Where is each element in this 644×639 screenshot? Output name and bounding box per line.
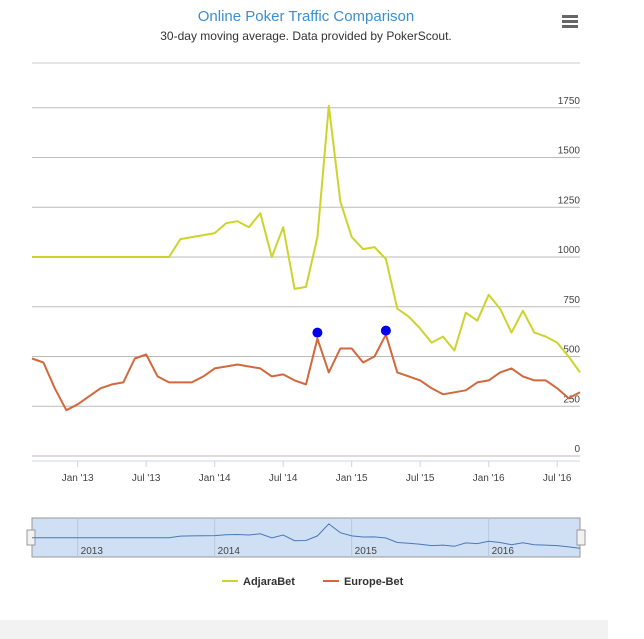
- x-tick-label: Jan '13: [62, 473, 94, 484]
- menu-icon-bar: [562, 20, 578, 23]
- navigator-tick-label: 2016: [492, 546, 515, 557]
- y-tick-label: 0: [574, 444, 580, 455]
- y-tick-label: 500: [563, 345, 580, 356]
- y-tick-label: 1500: [558, 146, 581, 157]
- x-tick-label: Jan '16: [473, 473, 505, 484]
- menu-button[interactable]: [558, 10, 582, 34]
- y-tick-label: 1750: [558, 96, 581, 107]
- flag-marker: [312, 327, 323, 338]
- navigator-tick-label: 2013: [81, 546, 104, 557]
- x-tick-label: Jan '14: [199, 473, 231, 484]
- navigator-tick-label: 2015: [355, 546, 378, 557]
- navigator-handle-right[interactable]: [576, 529, 586, 546]
- legend-label[interactable]: AdjaraBet: [243, 576, 295, 588]
- y-tick-label: 250: [563, 394, 580, 405]
- menu-icon-bar: [562, 25, 578, 28]
- chart-title: Online Poker Traffic Comparison: [198, 8, 414, 25]
- menu-icon-bar: [562, 15, 578, 18]
- x-tick-label: Jul '14: [269, 473, 298, 484]
- y-tick-label: 750: [563, 295, 580, 306]
- series-line: [31, 333, 581, 412]
- page-footer-band: [0, 620, 608, 639]
- y-tick-label: 1000: [558, 245, 581, 256]
- x-tick-label: Jul '15: [406, 473, 435, 484]
- navigator-tick-label: 2014: [218, 546, 241, 557]
- x-tick-label: Jul '13: [132, 473, 161, 484]
- chart-subtitle: 30-day moving average. Data provided by …: [160, 29, 452, 43]
- flag-marker: [380, 325, 391, 336]
- x-tick-label: Jul '16: [543, 473, 572, 484]
- x-tick-label: Jan '15: [336, 473, 368, 484]
- y-tick-label: 1250: [558, 195, 581, 206]
- navigator-series: [32, 523, 581, 549]
- legend-label[interactable]: Europe-Bet: [344, 576, 404, 588]
- series-line: [32, 104, 581, 373]
